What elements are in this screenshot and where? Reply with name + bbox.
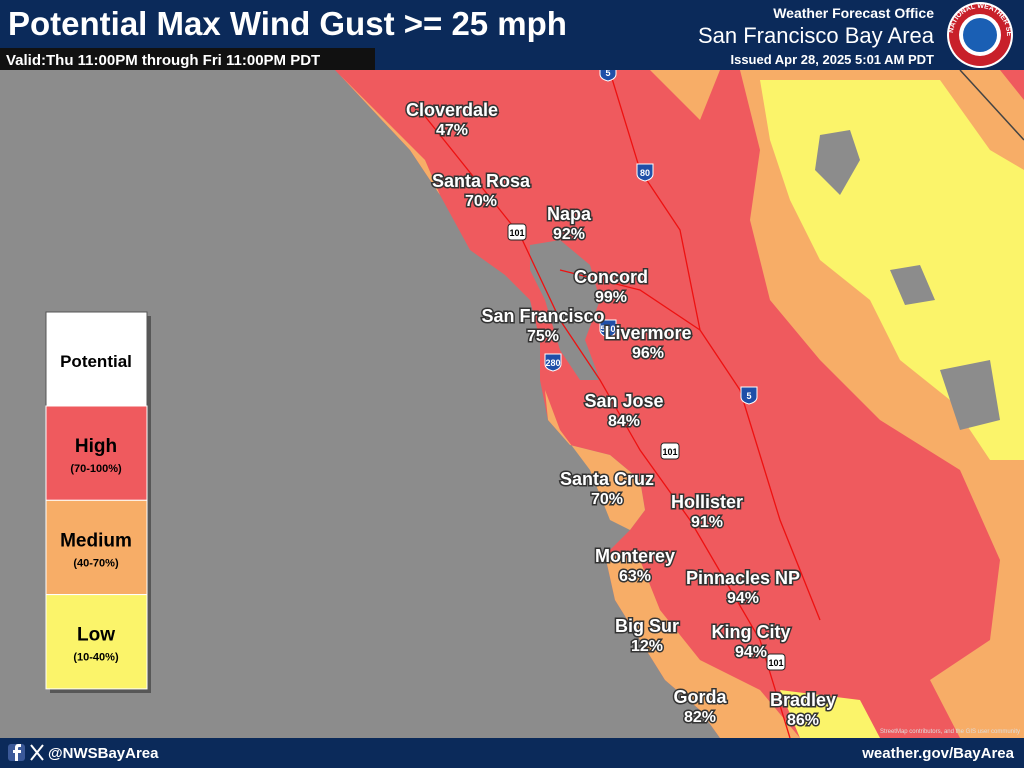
legend-level: Medium [60,530,132,551]
legend-swatch [45,594,148,690]
city-name: Santa Rosa [432,171,531,191]
legend-level: High [75,436,117,457]
issued: Issued Apr 28, 2025 5:01 AM PDT [730,52,934,67]
city-percent: 70% [465,193,497,210]
city-name: Monterey [595,546,675,566]
city-name: Pinnacles NP [686,568,800,588]
interstate-shield [740,386,758,405]
x-icon[interactable] [30,744,44,761]
interstate-shield [636,163,654,182]
highway-number: 101 [662,447,677,457]
city-percent: 94% [735,644,767,661]
city-percent: 12% [631,638,663,655]
us-shield [766,653,786,671]
city-name: King City [712,622,791,642]
valid-time: Valid:Thu 11:00PM through Fri 11:00PM PD… [6,52,320,69]
city-labels: Cloverdale 47% Santa Rosa 70% Napa 92% Concord… [404,99,837,731]
county-line [959,69,1024,141]
city-percent: 70% [591,491,623,508]
valid-bar [0,48,375,70]
city-name: Bradley [770,690,836,710]
us-shield [507,223,527,241]
city-percent: 63% [619,568,651,585]
footer-bar [0,738,1024,768]
city-percent: 99% [595,289,627,306]
city-name: Hollister [671,492,743,512]
legend-range: (70-100%) [70,463,122,475]
highway-number: 101 [768,658,783,668]
highway-number: 580 [600,324,615,334]
legend-swatch [45,405,148,501]
city-name: San Francisco [481,306,604,326]
city-percent: 75% [527,328,559,345]
city-name: Big Sur [615,616,679,636]
legend-level: Low [77,625,115,646]
city-name: Livermore [604,323,691,343]
attribution: StreetMap contributors, and the GIS user… [880,729,1020,735]
legend-title: Potential [60,352,132,371]
city-name: Napa [547,204,592,224]
area: San Francisco Bay Area [698,23,935,48]
city-name: San Jose [584,391,663,411]
office: Weather Forecast Office [773,5,934,21]
legend-levels: High (70-100%) Medium (40-70%) Low (10-40%) [45,405,148,690]
city-percent: 94% [727,590,759,607]
city-name: Gorda [673,687,727,707]
header-bar [0,0,1024,48]
city-percent: 91% [691,514,723,531]
legend-range: (40-70%) [73,557,119,569]
city-percent: 84% [608,413,640,430]
city-name: Santa Cruz [560,469,654,489]
legend-swatch [45,499,148,596]
legend-range: (10-40%) [73,652,119,664]
city-name: Cloverdale [406,100,498,120]
interstate-shield [599,319,617,338]
website[interactable]: weather.gov/BayArea [861,745,1014,762]
city-percent: 47% [436,122,468,139]
city-name: Concord [574,267,648,287]
highway-number: 5 [605,68,610,78]
city-percent: 82% [684,709,716,726]
highway-number: 280 [545,358,560,368]
handle[interactable]: @NWSBayArea [48,745,159,762]
highway-number: 80 [640,168,650,178]
title: Potential Max Wind Gust >= 25 mph [8,5,567,42]
highway-number: 101 [509,228,524,238]
us-shield [660,442,680,460]
city-percent: 96% [632,345,664,362]
interstate-shield [544,353,562,372]
city-percent: 86% [787,712,819,729]
highway-number: 5 [746,391,751,401]
city-percent: 92% [553,226,585,243]
facebook-glyph [13,744,21,761]
